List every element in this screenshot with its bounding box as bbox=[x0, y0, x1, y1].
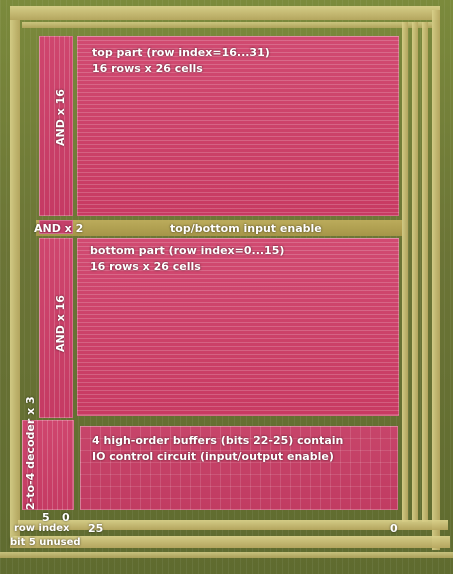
metal-trace-bottom-2 bbox=[10, 536, 450, 548]
bit-0-right-label: 0 bbox=[390, 522, 398, 535]
metal-trace-top bbox=[10, 6, 440, 20]
metal-trace-bottom-3 bbox=[0, 552, 453, 558]
top-array bbox=[77, 36, 399, 216]
and16-top-label: AND x 16 bbox=[54, 89, 67, 146]
and-column-bottom bbox=[39, 238, 73, 418]
bottom-part-label-1: bottom part (row index=0...15) bbox=[90, 244, 285, 257]
top-part-label-1: top part (row index=16...31) bbox=[92, 46, 270, 59]
bit5-unused-label: bit 5 unused bbox=[10, 537, 81, 548]
and16-bottom-label: AND x 16 bbox=[54, 295, 67, 352]
bit-5-label: 5 bbox=[42, 511, 50, 524]
row-index-label: row index bbox=[14, 523, 70, 534]
enable-strip bbox=[36, 220, 402, 236]
and-column-top bbox=[39, 36, 73, 216]
bottom-part-label-2: 16 rows x 26 cells bbox=[90, 260, 201, 273]
io-buffer-block bbox=[80, 426, 398, 510]
metal-trace-left bbox=[10, 20, 20, 540]
decoder-column bbox=[22, 420, 74, 510]
bit-0-left-label: 0 bbox=[62, 511, 70, 524]
buffers-label-1: 4 high-order buffers (bits 22-25) contai… bbox=[92, 434, 344, 447]
buffers-label-2: IO control circuit (input/output enable) bbox=[92, 450, 334, 463]
metal-trace-right-1 bbox=[402, 22, 408, 522]
bottom-array bbox=[77, 238, 399, 416]
enable-label: top/bottom input enable bbox=[170, 222, 322, 235]
metal-trace-bottom-1 bbox=[18, 520, 448, 530]
and2-block bbox=[39, 220, 73, 234]
metal-trace-right-4 bbox=[432, 10, 440, 550]
decoder-label: 2-to-4 decoder x 3 bbox=[24, 396, 37, 510]
metal-trace-top-2 bbox=[22, 22, 432, 28]
metal-trace-right-3 bbox=[422, 22, 428, 522]
metal-trace-right-2 bbox=[412, 22, 418, 522]
bit-25-label: 25 bbox=[88, 522, 104, 535]
top-part-label-2: 16 rows x 26 cells bbox=[92, 62, 203, 75]
and2-label: AND x 2 bbox=[34, 222, 84, 235]
